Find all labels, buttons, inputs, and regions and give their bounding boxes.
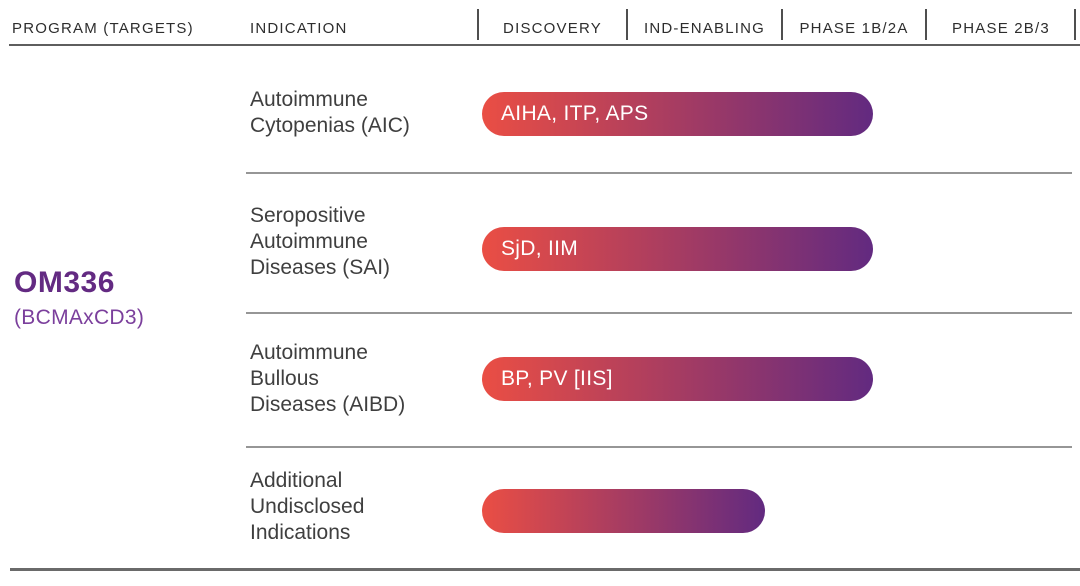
indication-label-aibd: Autoimmune Bullous Diseases (AIBD)	[250, 341, 406, 416]
pipeline-bar-aibd: BP, PV [IIS]	[482, 357, 873, 401]
row-divider	[246, 446, 1072, 448]
pipeline-bar-undisclosed	[482, 489, 765, 533]
program-name: OM336	[14, 266, 115, 299]
column-separator	[925, 9, 927, 40]
row-divider	[246, 312, 1072, 314]
bar-label: BP, PV [IIS]	[501, 367, 613, 390]
header-phase-discovery-label: DISCOVERY	[503, 20, 602, 37]
indication-label-undisclosed: Additional Undisclosed Indications	[250, 469, 365, 544]
column-separator	[1074, 9, 1076, 40]
header-underline	[9, 44, 1080, 46]
column-separator	[626, 9, 628, 40]
bar-label: AIHA, ITP, APS	[501, 102, 649, 125]
row-divider	[246, 172, 1072, 174]
header-phase-2b3-label: PHASE 2B/3	[952, 20, 1050, 37]
bottom-rule	[10, 568, 1080, 571]
header-phase-ind-enabling-label: IND-ENABLING	[643, 20, 766, 37]
header-indication-column-label: INDICATION	[250, 20, 348, 37]
column-separator	[781, 9, 783, 40]
column-separator	[477, 9, 479, 40]
header-phase-1b2a-label: PHASE 1B/2A	[799, 20, 909, 37]
pipeline-bar-sai: SjD, IIM	[482, 227, 873, 271]
pipeline-bar-aic: AIHA, ITP, APS	[482, 92, 873, 136]
header-program-column-label: PROGRAM (TARGETS)	[12, 20, 194, 37]
program-target: (BCMAxCD3)	[14, 306, 145, 329]
bar-label: SjD, IIM	[501, 237, 579, 260]
indication-label-aic: Autoimmune Cytopenias (AIC)	[250, 88, 410, 137]
indication-label-sai: Seropositive Autoimmune Diseases (SAI)	[250, 204, 391, 279]
